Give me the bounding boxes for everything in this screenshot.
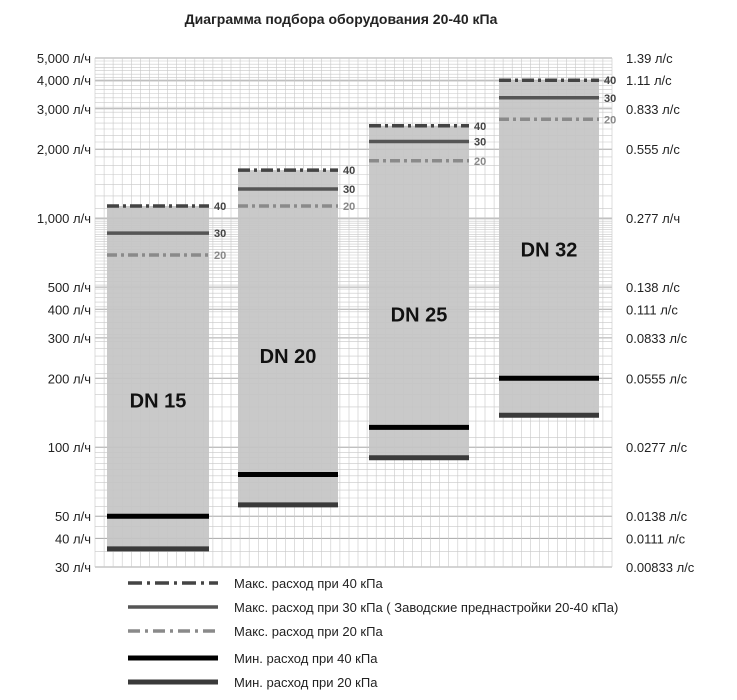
column-label: DN 15 xyxy=(130,391,187,413)
y-tick-left: 2,000 л/ч xyxy=(37,142,91,157)
y-tick-left: 3,000 л/ч xyxy=(37,102,91,117)
y-tick-left: 40 л/ч xyxy=(55,531,91,546)
level-label-20: 20 xyxy=(604,114,616,126)
column-dn32 xyxy=(499,80,599,416)
y-tick-right: 0.277 л/ч xyxy=(626,211,680,226)
y-tick-left: 100 л/ч xyxy=(48,440,91,455)
y-tick-left: 1,000 л/ч xyxy=(37,211,91,226)
y-tick-right: 0.555 л/с xyxy=(626,142,680,157)
column-dn15 xyxy=(107,206,209,549)
y-tick-right: 1.39 л/с xyxy=(626,51,673,66)
level-label-20: 20 xyxy=(214,250,226,262)
left-axis: 5,000 л/ч 4,000 л/ч 3,000 л/ч 2,000 л/ч 1,00… xyxy=(37,51,91,575)
level-label-40: 40 xyxy=(474,121,486,133)
legend-label-max20: Макс. расход при 20 кПа xyxy=(234,624,383,639)
legend: Макс. расход при 40 кПа Макс. расход при … xyxy=(128,576,618,690)
y-tick-left: 200 л/ч xyxy=(48,371,91,386)
level-label-30: 30 xyxy=(604,93,616,105)
y-tick-right: 0.833 л/с xyxy=(626,102,680,117)
y-tick-left: 400 л/ч xyxy=(48,302,91,317)
level-label-30: 30 xyxy=(214,228,226,240)
y-tick-left: 300 л/ч xyxy=(48,331,91,346)
legend-label-max40: Макс. расход при 40 кПа xyxy=(234,576,383,591)
level-label-20: 20 xyxy=(474,156,486,168)
right-axis: 1.39 л/с 1.11 л/с 0.833 л/с 0.555 л/с 0.277 … xyxy=(626,51,695,575)
y-tick-right: 0.0833 л/с xyxy=(626,331,688,346)
chart-title: Диаграмма подбора оборудования 20-40 кПа xyxy=(185,11,498,27)
level-label-30: 30 xyxy=(343,184,355,196)
level-label-20: 20 xyxy=(343,201,355,213)
column-label: DN 25 xyxy=(391,304,448,326)
column-label: DN 20 xyxy=(260,346,317,368)
y-tick-right: 0.0111 л/с xyxy=(626,531,686,546)
y-tick-right: 0.138 л/с xyxy=(626,280,680,295)
y-tick-left: 50 л/ч xyxy=(55,509,91,524)
y-tick-right: 0.0277 л/с xyxy=(626,440,688,455)
level-label-40: 40 xyxy=(604,75,616,87)
y-tick-right: 0.00833 л/с xyxy=(626,560,695,575)
legend-label-max30: Макс. расход при 30 кПа ( Заводские пред… xyxy=(234,600,618,615)
y-tick-left: 30 л/ч xyxy=(55,560,91,575)
level-label-40: 40 xyxy=(214,201,226,213)
legend-label-min40: Мин. расход при 40 кПа xyxy=(234,651,378,666)
legend-label-min20: Мин. расход при 20 кПа xyxy=(234,675,378,690)
column-dn25 xyxy=(369,125,469,458)
y-tick-right: 1.11 л/с xyxy=(626,73,672,88)
columns: 40 30 20 DN 15 40 30 20 DN 20 40 30 20 DN 25 40 30 20 D… xyxy=(107,75,616,552)
y-tick-left: 4,000 л/ч xyxy=(37,73,91,88)
level-label-40: 40 xyxy=(343,165,355,177)
y-tick-left: 500 л/ч xyxy=(48,280,91,295)
y-tick-right: 0.0138 л/с xyxy=(626,509,688,524)
y-tick-right: 0.111 л/с xyxy=(626,302,678,317)
y-tick-left: 5,000 л/ч xyxy=(37,51,91,66)
y-tick-right: 0.0555 л/с xyxy=(626,371,688,386)
column-dn20 xyxy=(238,170,338,505)
column-label: DN 32 xyxy=(521,239,578,261)
level-label-30: 30 xyxy=(474,137,486,149)
